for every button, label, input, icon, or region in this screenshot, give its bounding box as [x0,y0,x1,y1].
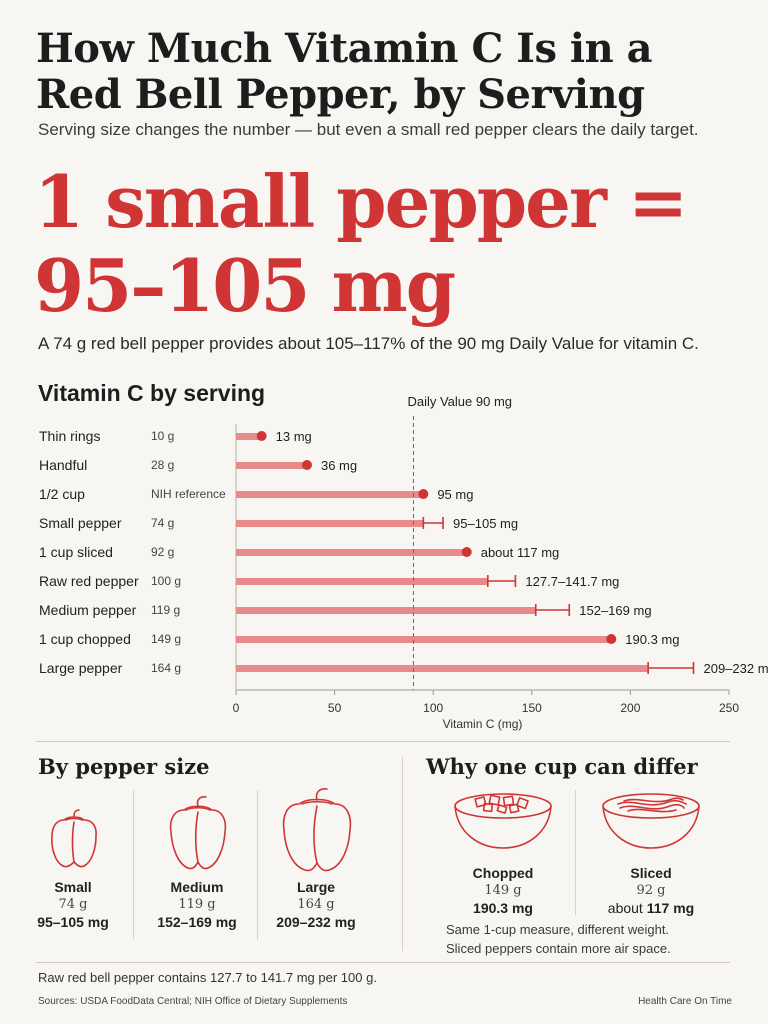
x-tick-label: 100 [423,701,443,715]
vitamin-c-bar-chart: 0 50 100 150 200 250 Vitamin C (mg) Thin rings 1… [39,394,768,731]
footer-sources: Sources: USDA FoodData Central; NIH Offi… [38,996,348,1007]
data-label: 95 mg [437,487,473,502]
footer-note: Raw red bell pepper contains 127.7 to 14… [38,970,377,985]
size-mg-large: 209–232 mg [276,914,356,930]
row-label: Small pepper [39,515,122,531]
data-label: 36 mg [321,458,357,473]
value-dot [301,460,312,470]
data-label: 13 mg [276,429,312,444]
row-grams: 92 g [151,545,174,559]
row-grams: 28 g [151,458,174,472]
value-bar [236,636,612,643]
value-bar [236,462,307,469]
footer-divider [36,962,730,963]
sizes-title: By pepper size [38,754,210,779]
row-grams: 74 g [151,516,174,530]
cup-mg-sliced-prefix: about [607,900,647,916]
data-label: 152–169 mg [579,603,651,618]
value-dot [256,431,267,441]
cup-card-sliced: Sliced 92 g about 117 mg [588,788,714,916]
cup-mg-sliced-value: 117 mg [646,900,695,916]
cup-card-chopped: Chopped 149 g 190.3 mg [440,788,566,916]
row-label: Medium pepper [39,602,137,618]
section-divider-vertical [402,756,403,951]
value-bar [236,607,536,614]
size-divider-1 [133,790,134,940]
x-tick-label: 250 [719,701,739,715]
data-label: about 117 mg [481,545,560,560]
hero-stat: 1 small pepper = 95–105 mg [34,159,688,328]
section-divider [36,741,730,742]
row-grams: NIH reference [151,487,226,501]
size-grams-medium: 119 g [178,897,216,912]
value-dot [418,489,429,499]
size-card-medium: Medium 119 g 152–169 mg [138,794,256,930]
size-mg-small: 95–105 mg [37,914,109,930]
cup-mg-chopped: 190.3 mg [473,900,533,916]
size-label-large: Large [296,879,336,895]
value-bar [236,520,424,527]
cup-label-sliced: Sliced [630,865,672,881]
row-grams: 10 g [151,429,174,443]
size-label-medium: Medium [170,879,224,895]
large-pepper-icon [282,788,352,872]
data-label: 209–232 mg [704,661,768,676]
daily-value-label: Daily Value 90 mg [407,394,512,409]
cups-note-line-1: Same 1-cup measure, different weight. [446,922,670,937]
data-label: 127.7–141.7 mg [525,574,619,589]
hero-line-2: 95–105 mg [34,243,456,328]
cups-note-line-2: Sliced peppers contain more air space. [446,941,671,956]
size-mg-medium: 152–169 mg [157,914,237,930]
cups-note: Same 1-cup measure, different weight. Sl… [446,920,671,958]
x-tick-label: 150 [522,701,542,715]
x-tick-label: 0 [233,701,240,715]
row-label: 1/2 cup [39,486,85,502]
lede-text: A 74 g red bell pepper provides about 10… [38,334,699,353]
row-label: 1 cup chopped [39,631,131,647]
sliced-bowl-icon [602,793,700,849]
size-card-small: Small 74 g 95–105 mg [14,808,132,930]
cup-mg-sliced: about 117 mg [588,900,714,916]
size-grams-large: 164 g [297,897,335,912]
x-tick-label: 200 [620,701,640,715]
row-grams: 164 g [151,661,181,675]
size-label-small: Small [54,879,92,895]
row-grams: 100 g [151,574,181,588]
value-dot [461,547,472,557]
page-subtitle: Serving size changes the number — but ev… [38,120,699,139]
chart-title: Vitamin C by serving [38,380,266,406]
value-bar [236,549,467,556]
row-label: Thin rings [39,428,100,444]
value-bar [236,665,649,672]
row-grams: 149 g [151,632,181,646]
cup-label-chopped: Chopped [472,865,534,881]
cups-title: Why one cup can differ [426,754,698,779]
x-axis-title: Vitamin C (mg) [443,717,523,731]
row-label: 1 cup sliced [39,544,113,560]
value-bar [236,491,424,498]
size-grams-small: 74 g [58,897,88,912]
value-bar [236,433,262,440]
data-label: 190.3 mg [625,632,679,647]
cup-divider [575,790,576,915]
small-pepper-icon [51,809,97,868]
row-label: Large pepper [39,660,123,676]
hero-line-1: 1 small pepper = [34,159,688,244]
data-label: 95–105 mg [453,516,518,531]
chopped-bowl-icon [454,793,552,849]
size-divider-2 [257,790,258,940]
row-label: Handful [39,457,87,473]
row-grams: 119 g [151,603,180,617]
cup-grams-sliced: 92 g [636,883,666,898]
page-title: How Much Vitamin C Is in a Red Bell Pepp… [36,25,653,118]
cup-grams-chopped: 149 g [484,883,522,898]
value-bar [236,578,488,585]
medium-pepper-icon [169,796,227,870]
row-label: Raw red pepper [39,573,139,589]
footer-brand: Health Care On Time [638,996,732,1007]
size-card-large: Large 164 g 209–232 mg [257,786,375,930]
x-tick-label: 50 [328,701,342,715]
value-dot [606,634,617,644]
